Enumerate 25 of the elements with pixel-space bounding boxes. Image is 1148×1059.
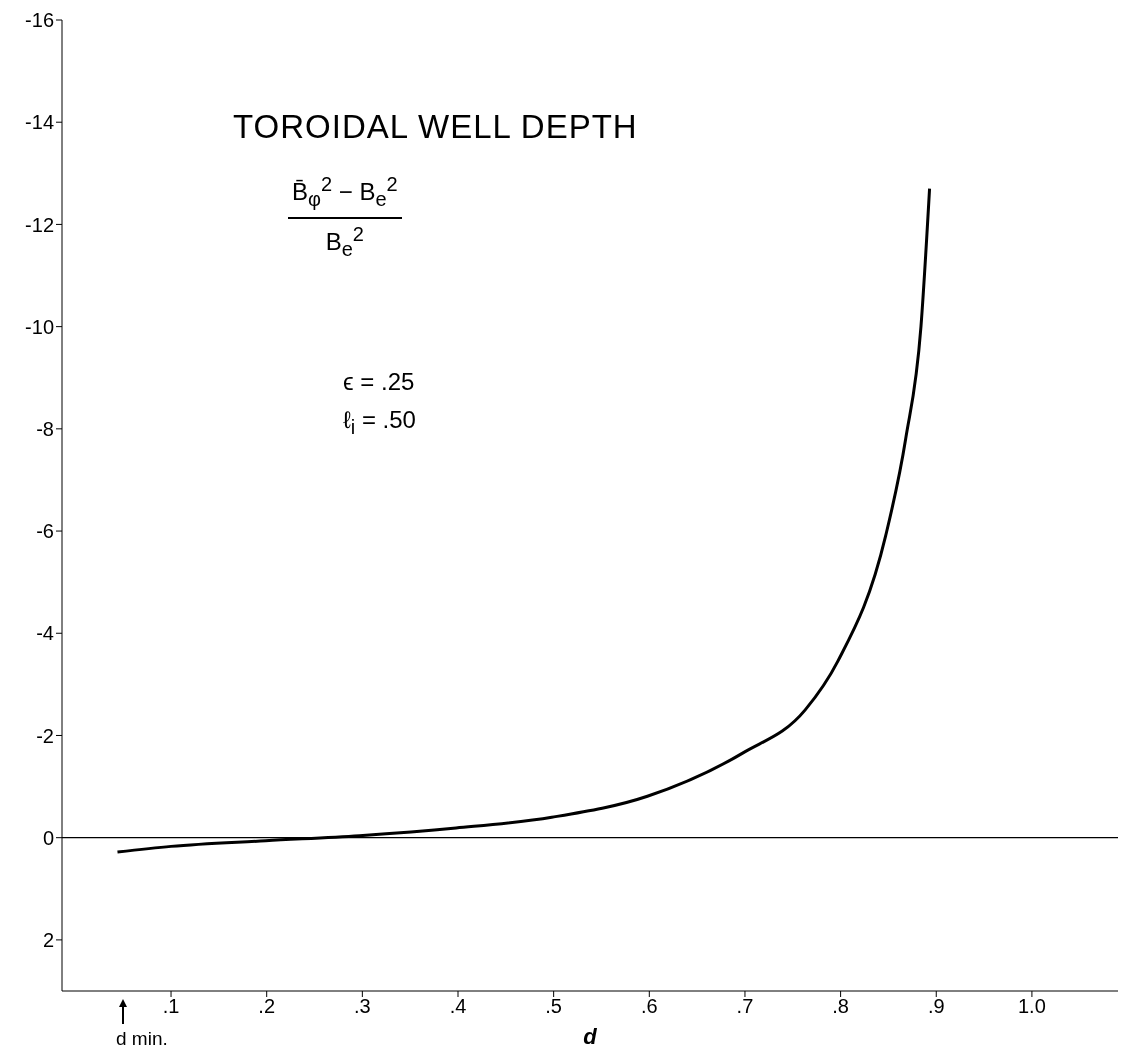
y-tick-label: -14 <box>25 111 54 134</box>
text: TOROIDAL WELL DEPTH <box>233 108 638 146</box>
y-tick-label: 0 <box>42 826 54 849</box>
y-tick-label: -8 <box>36 417 54 440</box>
x-tick-label: .5 <box>545 995 562 1018</box>
x-tick-label: 1.0 <box>1018 995 1046 1018</box>
y-tick-label: -4 <box>36 622 54 645</box>
annotation: ℓ$_{i}$ = .50 <box>343 406 416 439</box>
y-tick-label: -2 <box>36 724 54 747</box>
annotation: ϵ = .25 <box>343 368 415 396</box>
x-tick-label: .9 <box>927 995 945 1018</box>
text: d min. <box>116 1028 168 1050</box>
x-tick-label: .1 <box>162 995 180 1018</box>
x-tick-label: .8 <box>832 995 849 1018</box>
y-tick-label: -10 <box>25 315 54 338</box>
x-axis-title: d <box>583 1024 598 1049</box>
x-tick-label: .3 <box>354 995 371 1018</box>
y-tick-label: -6 <box>36 520 54 543</box>
y-tick-label: 2 <box>42 928 54 951</box>
y-tick-label: -16 <box>25 9 54 32</box>
x-tick-label: .6 <box>640 995 658 1018</box>
x-tick-label: .4 <box>449 995 467 1018</box>
x-tick-label: .7 <box>736 995 754 1018</box>
x-tick-label: .2 <box>258 995 276 1018</box>
y-tick-label: -12 <box>25 213 54 236</box>
